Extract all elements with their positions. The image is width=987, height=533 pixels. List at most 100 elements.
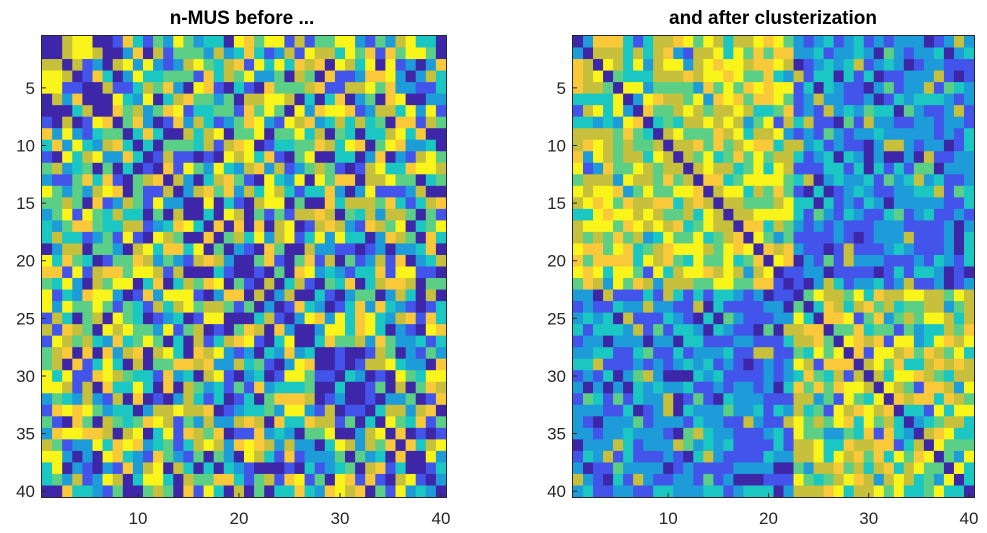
heatmap-cell: [122, 70, 134, 83]
heatmap-cell: [173, 381, 184, 394]
heatmap-cell: [314, 370, 326, 383]
heatmap-cell: [324, 220, 336, 233]
heatmap-cell: [633, 105, 644, 118]
heatmap-cell: [405, 151, 417, 164]
heatmap-cell: [633, 381, 644, 394]
heatmap-cell: [395, 231, 407, 245]
heatmap-cell: [633, 197, 644, 210]
heatmap-cell: [853, 289, 865, 302]
heatmap-cell: [903, 243, 915, 256]
heatmap-cell: [284, 335, 296, 348]
heatmap-cell: [183, 427, 195, 440]
heatmap-cell: [153, 47, 164, 60]
heatmap-cell: [355, 174, 366, 187]
heatmap-cell: [314, 116, 326, 129]
heatmap-cell: [203, 197, 215, 210]
heatmap-cell: [163, 36, 174, 49]
heatmap-cell: [583, 393, 594, 406]
heatmap-cell: [923, 427, 935, 440]
heatmap-cell: [753, 427, 765, 440]
heatmap-cell: [953, 404, 965, 417]
heatmap-cell: [583, 116, 594, 129]
heatmap-cell: [385, 335, 397, 348]
heatmap-cell: [573, 266, 584, 279]
heatmap-cell: [893, 174, 905, 187]
heatmap-cell: [314, 416, 326, 429]
heatmap-cell: [72, 128, 83, 141]
heatmap-cell: [623, 116, 634, 129]
heatmap-cell: [773, 208, 785, 222]
heatmap-cell: [355, 289, 366, 302]
heatmap-cell: [62, 450, 73, 464]
heatmap-cell: [82, 151, 94, 164]
heatmap-cell: [573, 162, 584, 175]
heatmap-cell: [264, 151, 275, 164]
heatmap-cell: [193, 93, 205, 106]
heatmap-cell: [813, 427, 825, 440]
heatmap-cell: [953, 462, 965, 475]
heatmap-cell: [345, 381, 356, 394]
heatmap-cell: [663, 162, 674, 175]
heatmap-cell: [304, 358, 316, 371]
heatmap-cell: [923, 404, 935, 417]
heatmap-cell: [703, 93, 714, 106]
heatmap-cell: [42, 162, 53, 175]
heatmap-cell: [92, 208, 104, 222]
heatmap-cell: [334, 404, 346, 417]
heatmap-cell: [863, 116, 875, 129]
heatmap-cell: [122, 254, 134, 268]
heatmap-cell: [963, 243, 975, 256]
heatmap-cell: [863, 439, 875, 452]
heatmap-cell: [883, 473, 895, 487]
heatmap-cell: [673, 185, 684, 198]
heatmap-cell: [833, 324, 845, 337]
heatmap-cell: [703, 450, 714, 464]
heatmap-cell: [883, 47, 895, 60]
heatmap-cell: [294, 105, 306, 118]
heatmap-cell: [203, 427, 215, 440]
heatmap-cell: [62, 335, 73, 348]
heatmap-cell: [803, 93, 815, 106]
heatmap-cell: [334, 254, 346, 268]
heatmap-cell: [613, 427, 624, 440]
heatmap-cell: [244, 139, 255, 152]
heatmap-cell: [274, 174, 285, 187]
heatmap-cell: [843, 36, 855, 49]
heatmap-cell: [933, 473, 945, 487]
heatmap-cell: [395, 473, 407, 487]
heatmap-cell: [72, 485, 83, 498]
heatmap-cell: [783, 254, 795, 268]
heatmap-cell: [52, 427, 63, 440]
heatmap-cell: [903, 485, 915, 498]
heatmap-cell: [893, 208, 905, 222]
heatmap-cell: [813, 82, 825, 95]
heatmap-cell: [203, 59, 215, 72]
heatmap-cell: [893, 439, 905, 452]
heatmap-cell: [223, 393, 235, 406]
heatmap-cell: [153, 278, 164, 291]
heatmap-cell: [42, 473, 53, 487]
heatmap-cell: [923, 358, 935, 371]
heatmap-cell: [723, 82, 735, 95]
heatmap-cell: [863, 82, 875, 95]
heatmap-cell: [42, 174, 53, 187]
heatmap-cell: [863, 266, 875, 279]
heatmap-cell: [573, 82, 584, 95]
heatmap-cell: [713, 208, 724, 222]
heatmap-cell: [903, 174, 915, 187]
heatmap-cell: [693, 289, 704, 302]
heatmap-cell: [653, 47, 664, 60]
heatmap-cell: [593, 128, 604, 141]
heatmap-cell: [112, 139, 124, 152]
heatmap-cell: [793, 450, 805, 464]
heatmap-cell: [435, 59, 447, 72]
heatmap-cell: [853, 174, 865, 187]
heatmap-cell: [385, 266, 397, 279]
heatmap-cell: [653, 266, 664, 279]
heatmap-cell: [425, 358, 437, 371]
heatmap-cell: [274, 266, 285, 279]
heatmap-cell: [843, 231, 855, 245]
heatmap-cell: [244, 82, 255, 95]
heatmap-cell: [713, 105, 724, 118]
heatmap-cell: [264, 485, 275, 498]
